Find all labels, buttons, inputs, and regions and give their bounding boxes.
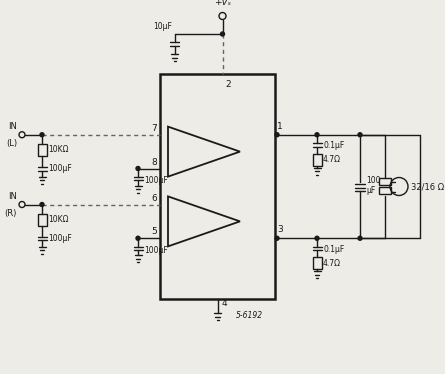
Text: 0.1μF: 0.1μF bbox=[323, 245, 344, 254]
Text: (R): (R) bbox=[4, 208, 17, 218]
Text: 4: 4 bbox=[222, 300, 227, 309]
Text: 32/16 Ω: 32/16 Ω bbox=[411, 182, 444, 191]
Text: 4.7Ω: 4.7Ω bbox=[323, 155, 341, 164]
Bar bbox=[379, 187, 391, 193]
Text: (L): (L) bbox=[6, 139, 17, 148]
Bar bbox=[37, 214, 46, 226]
Text: 5: 5 bbox=[151, 227, 157, 236]
Text: 100μF: 100μF bbox=[48, 164, 72, 173]
Text: 10KΩ: 10KΩ bbox=[48, 145, 69, 154]
Text: 8: 8 bbox=[151, 157, 157, 166]
Text: +Vₛ: +Vₛ bbox=[214, 0, 231, 7]
Circle shape bbox=[136, 236, 140, 240]
Circle shape bbox=[315, 236, 319, 240]
Text: IN: IN bbox=[8, 191, 17, 200]
Bar bbox=[312, 154, 321, 166]
Text: 100
μF: 100 μF bbox=[366, 176, 380, 195]
Circle shape bbox=[358, 133, 362, 137]
Circle shape bbox=[136, 166, 140, 171]
Text: 10KΩ: 10KΩ bbox=[48, 215, 69, 224]
Text: 2: 2 bbox=[226, 80, 231, 89]
Text: 7: 7 bbox=[151, 124, 157, 133]
Circle shape bbox=[275, 236, 279, 240]
Text: 4.7Ω: 4.7Ω bbox=[323, 259, 341, 268]
Text: 0.1μF: 0.1μF bbox=[323, 141, 344, 150]
Circle shape bbox=[275, 133, 279, 137]
Circle shape bbox=[40, 133, 44, 137]
Bar bbox=[37, 144, 46, 156]
Text: 100μF: 100μF bbox=[144, 176, 168, 185]
Circle shape bbox=[315, 133, 319, 137]
Circle shape bbox=[358, 236, 362, 240]
Text: 5-6192: 5-6192 bbox=[235, 310, 263, 319]
Text: 10μF: 10μF bbox=[154, 22, 173, 31]
Bar bbox=[312, 257, 321, 269]
Text: 6: 6 bbox=[151, 193, 157, 202]
Bar bbox=[160, 74, 275, 299]
Text: 100μF: 100μF bbox=[144, 246, 168, 255]
Circle shape bbox=[221, 32, 224, 36]
Text: 3: 3 bbox=[277, 225, 283, 234]
Text: 100μF: 100μF bbox=[48, 234, 72, 243]
Bar bbox=[379, 178, 391, 184]
Text: IN: IN bbox=[8, 122, 17, 131]
Text: 1: 1 bbox=[277, 122, 283, 131]
Circle shape bbox=[40, 202, 44, 206]
